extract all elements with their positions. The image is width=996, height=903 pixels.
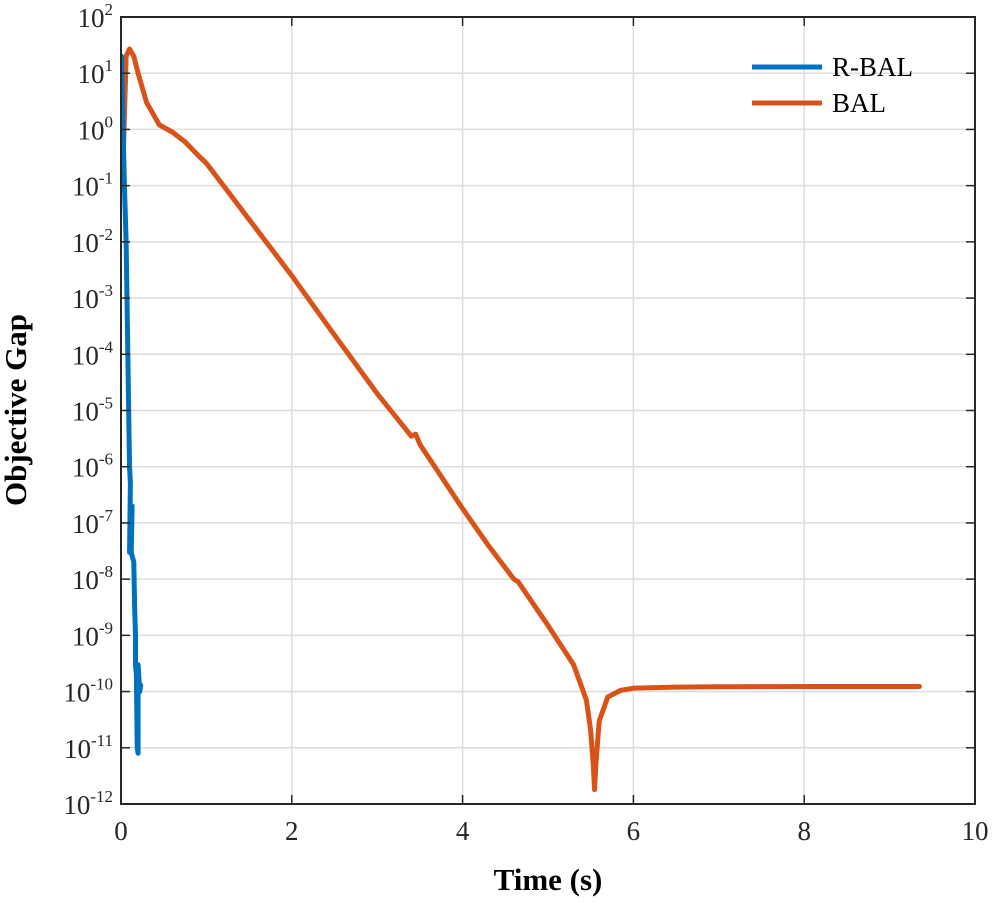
y-tick-label: 10-12 xyxy=(63,787,113,820)
y-tick-label: 100 xyxy=(78,112,114,145)
y-tick-label: 10-2 xyxy=(72,225,113,258)
series-line-bal xyxy=(121,46,922,793)
legend-label-r-bal: R-BAL xyxy=(832,52,913,82)
x-tick-label: 8 xyxy=(797,816,811,846)
y-tick-label: 10-3 xyxy=(72,281,113,314)
x-tick-label: 6 xyxy=(627,816,641,846)
y-tick-label: 10-9 xyxy=(72,618,113,651)
x-tick-labels: 0 2 4 6 8 10 xyxy=(114,816,988,846)
y-tick-label: 10-1 xyxy=(72,169,113,202)
x-tick-label: 2 xyxy=(285,816,299,846)
x-axis-title: Time (s) xyxy=(494,862,603,897)
y-tick-label: 10-4 xyxy=(72,337,114,370)
x-tick-label: 0 xyxy=(114,816,128,846)
legend: R-BAL BAL xyxy=(752,52,913,118)
series-line-r-bal xyxy=(121,53,144,756)
y-tick-label: 10-8 xyxy=(72,562,113,595)
y-tick-label: 10-11 xyxy=(64,731,113,764)
x-tick-label: 10 xyxy=(962,816,989,846)
y-tick-label: 101 xyxy=(78,56,114,89)
y-tick-label: 10-10 xyxy=(63,675,113,708)
y-axis-title: Objective Gap xyxy=(0,314,33,506)
y-tick-label: 102 xyxy=(78,0,114,33)
axis-ticks xyxy=(120,16,976,805)
y-tick-label: 10-7 xyxy=(72,506,114,539)
y-tick-label: 10-6 xyxy=(72,450,113,483)
data-series xyxy=(121,46,922,793)
y-tick-labels: 102 101 100 10-1 10-2 10-3 10-4 10-5 10-6 10-7 10-… xyxy=(63,0,113,820)
y-tick-label: 10-5 xyxy=(72,394,113,427)
x-tick-label: 4 xyxy=(456,816,470,846)
legend-label-bal: BAL xyxy=(832,88,886,118)
